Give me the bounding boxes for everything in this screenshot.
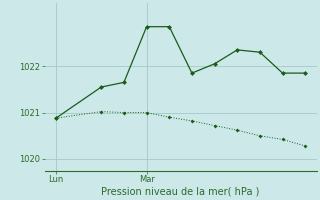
- X-axis label: Pression niveau de la mer( hPa ): Pression niveau de la mer( hPa ): [101, 187, 260, 197]
